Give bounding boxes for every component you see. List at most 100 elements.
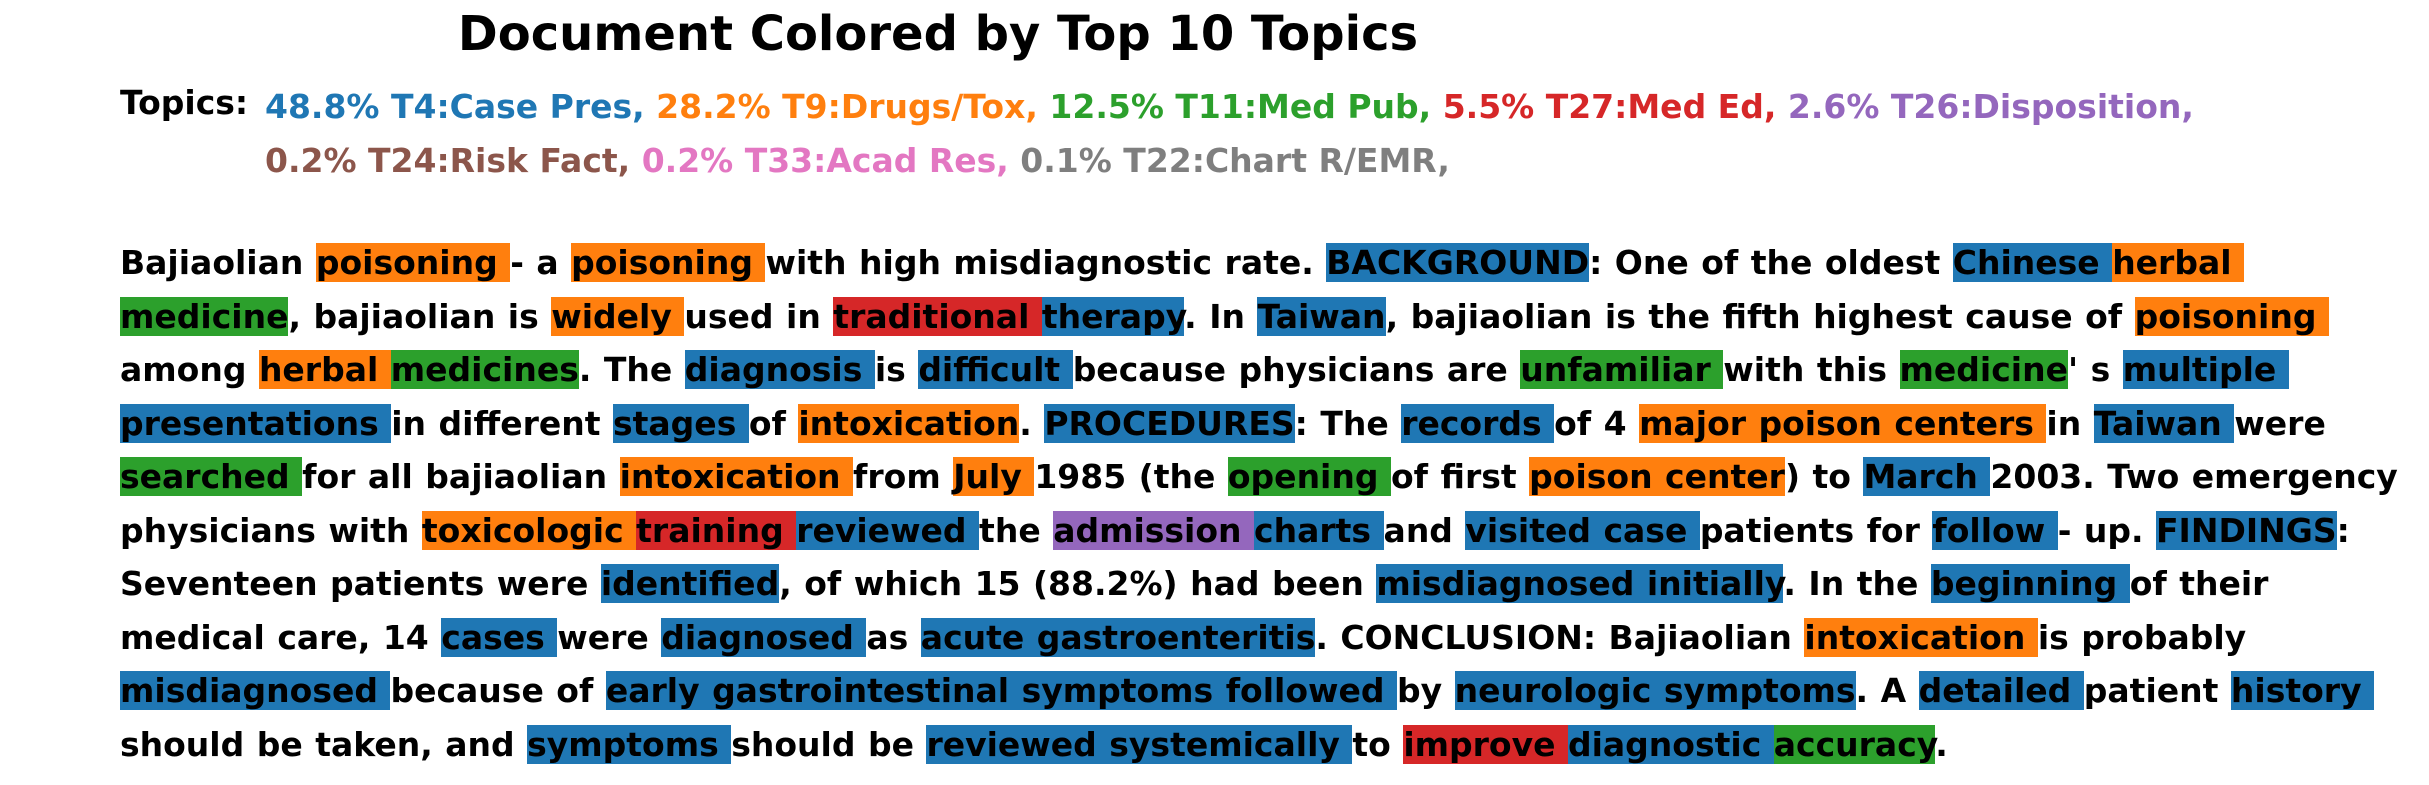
highlighted-word: history bbox=[2230, 671, 2375, 710]
highlighted-word: searched bbox=[120, 457, 303, 496]
highlighted-word: diagnostic bbox=[1567, 724, 1774, 764]
highlighted-word: neurologic symptoms bbox=[1454, 671, 1856, 710]
highlighted-word: toxicologic bbox=[421, 510, 637, 550]
plain-text: were bbox=[2234, 403, 2339, 443]
plain-text: in bbox=[2046, 403, 2094, 443]
highlighted-word: herbal bbox=[2112, 243, 2245, 282]
topic-legend: 48.8% T4:Case Pres, 28.2% T9:Drugs/Tox, … bbox=[265, 80, 2365, 188]
highlighted-word: major poison centers bbox=[1639, 403, 2047, 443]
topic-legend-item: 48.8% T4:Case Pres, bbox=[265, 87, 645, 126]
highlighted-word: training bbox=[636, 510, 797, 550]
topic-legend-item: 0.2% T24:Risk Fact, bbox=[265, 141, 631, 180]
highlighted-word: Taiwan bbox=[2093, 403, 2235, 443]
plain-text: 2003. Two emergency physicians with bbox=[120, 457, 2411, 550]
plain-text: , of which 15 (88.2%) had been bbox=[779, 564, 1377, 603]
highlighted-word: misdiagnosed bbox=[120, 671, 391, 710]
plain-text: of first bbox=[1390, 457, 1530, 496]
highlighted-word: traditional bbox=[833, 296, 1042, 336]
plain-text: : One of the oldest bbox=[1589, 243, 1953, 282]
highlighted-word: detailed bbox=[1918, 671, 2084, 710]
plain-text: the bbox=[979, 510, 1054, 550]
plain-text: . The bbox=[578, 350, 685, 389]
plain-text: . In bbox=[1184, 296, 1258, 336]
plain-text: the bbox=[1856, 564, 1931, 603]
plain-text: ) to bbox=[1784, 457, 1864, 496]
plain-text: of their medical care, 14 bbox=[120, 564, 2281, 657]
highlighted-word: intoxication bbox=[1804, 617, 2038, 657]
highlighted-word: widely bbox=[551, 296, 685, 336]
plain-text: . bbox=[1935, 724, 1948, 764]
highlighted-word: reviewed systemically bbox=[926, 724, 1353, 764]
plain-text: - up. bbox=[2057, 510, 2157, 550]
plain-text: and bbox=[1383, 510, 1466, 550]
plain-text: . CONCLUSION: Bajiaolian bbox=[1315, 617, 1805, 657]
figure-title: Document Colored by Top 10 Topics bbox=[457, 6, 1419, 62]
highlighted-word: improve bbox=[1403, 724, 1568, 764]
highlighted-word: herbal bbox=[258, 350, 391, 389]
highlighted-word: poison center bbox=[1529, 457, 1785, 496]
highlighted-word: early gastrointestinal symptoms followed bbox=[605, 671, 1397, 710]
highlighted-word: FINDINGS bbox=[2156, 510, 2337, 550]
highlighted-word: records bbox=[1401, 403, 1555, 443]
highlighted-word: poisoning bbox=[2134, 296, 2329, 336]
highlighted-word: opening bbox=[1227, 457, 1391, 496]
highlighted-word: admission bbox=[1053, 510, 1255, 550]
highlighted-word: beginning bbox=[1930, 564, 2130, 603]
plain-text: ' s bbox=[2067, 350, 2123, 389]
plain-text: . bbox=[1019, 403, 1045, 443]
topic-legend-item: 2.6% T26:Disposition, bbox=[1787, 87, 2194, 126]
plain-text: to bbox=[1352, 724, 1404, 764]
plain-text: patient bbox=[2083, 671, 2231, 710]
plain-text: - a bbox=[510, 243, 572, 282]
plain-text: . In bbox=[1783, 564, 1857, 603]
highlighted-word: Chinese bbox=[1952, 243, 2113, 282]
highlighted-word: identified bbox=[600, 564, 780, 603]
plain-text: of bbox=[748, 403, 799, 443]
highlighted-word: charts bbox=[1254, 510, 1384, 550]
highlighted-word: diagnosis bbox=[684, 350, 875, 389]
highlighted-word: follow bbox=[1932, 510, 2058, 550]
topic-legend-item: 0.2% T33:Acad Res, bbox=[641, 141, 1009, 180]
plain-text: , bajiaolian is the fifth highest cause … bbox=[1385, 296, 2135, 336]
plain-text: as bbox=[866, 617, 921, 657]
highlighted-word: Taiwan bbox=[1257, 296, 1386, 336]
highlighted-word: stages bbox=[613, 403, 749, 443]
plain-text: with high misdiagnostic rate. bbox=[765, 243, 1327, 282]
highlighted-word: March bbox=[1863, 457, 1991, 496]
highlighted-word: poisoning bbox=[571, 243, 766, 282]
highlighted-word: visited case bbox=[1465, 510, 1700, 550]
plain-text: from bbox=[853, 457, 954, 496]
plain-text: , bajiaolian is bbox=[288, 296, 552, 336]
highlighted-word: accuracy bbox=[1773, 724, 1936, 764]
plain-text: with this bbox=[1723, 350, 1900, 389]
plain-text: is probably bbox=[2037, 617, 2259, 657]
plain-text: : The bbox=[1294, 403, 1402, 443]
highlighted-word: difficult bbox=[918, 350, 1073, 389]
plain-text: Bajiaolian bbox=[120, 243, 316, 282]
topic-legend-item: 12.5% T11:Med Pub, bbox=[1049, 87, 1432, 126]
plain-text: . A bbox=[1855, 671, 1919, 710]
topics-label: Topics: bbox=[120, 83, 249, 122]
highlighted-word: medicine bbox=[1899, 350, 2068, 389]
highlighted-word: symptoms bbox=[527, 724, 732, 764]
plain-text: : Seventeen patients were bbox=[120, 510, 2363, 604]
plain-text: is bbox=[874, 350, 919, 389]
highlighted-word: reviewed bbox=[796, 510, 980, 550]
highlighted-word: intoxication bbox=[798, 403, 1020, 443]
plain-text: because of bbox=[390, 671, 606, 710]
highlighted-word: cases bbox=[441, 617, 558, 657]
plain-text: among bbox=[120, 350, 259, 389]
highlighted-word: diagnosed bbox=[661, 617, 867, 657]
plain-text: patients for bbox=[1699, 510, 1933, 550]
plain-text: 1985 (the bbox=[1034, 457, 1228, 496]
topic-legend-item: 5.5% T27:Med Ed, bbox=[1442, 87, 1777, 126]
plain-text: because physicians are bbox=[1072, 350, 1521, 389]
topic-legend-item: 0.1% T22:Chart R/EMR, bbox=[1020, 141, 1450, 180]
highlighted-word: unfamiliar bbox=[1520, 350, 1724, 389]
plain-text: in different bbox=[391, 403, 613, 443]
highlighted-word: medicines bbox=[390, 350, 579, 389]
topic-legend-item: 28.2% T9:Drugs/Tox, bbox=[656, 87, 1038, 126]
plain-text: should be bbox=[731, 724, 927, 764]
plain-text: by bbox=[1397, 671, 1455, 710]
highlighted-word: BACKGROUND bbox=[1326, 243, 1590, 282]
